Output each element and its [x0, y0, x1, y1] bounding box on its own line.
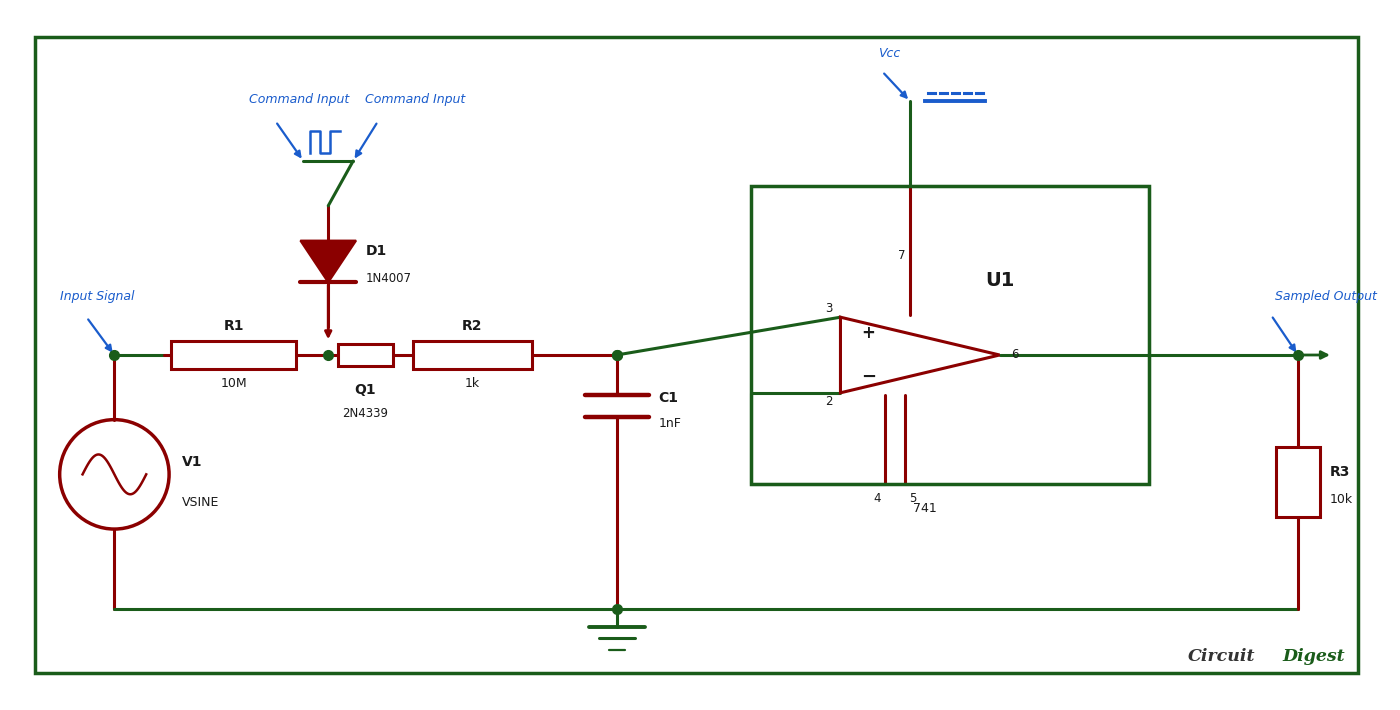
- Bar: [1277, 447, 1320, 517]
- Text: R2: R2: [462, 319, 483, 333]
- Text: 1k: 1k: [465, 377, 480, 390]
- Text: 5: 5: [909, 492, 917, 506]
- Text: R1: R1: [224, 319, 244, 333]
- Text: Input Signal: Input Signal: [60, 290, 134, 303]
- Text: 4: 4: [874, 492, 881, 506]
- Text: 741: 741: [913, 502, 937, 515]
- Text: 1N4007: 1N4007: [365, 272, 412, 285]
- Text: C1: C1: [658, 391, 679, 405]
- Text: Circuit: Circuit: [1187, 648, 1256, 665]
- Text: Vcc: Vcc: [878, 47, 900, 60]
- Bar: [339, 344, 393, 366]
- Text: −: −: [861, 368, 876, 386]
- Text: Command Input: Command Input: [249, 93, 349, 106]
- Text: Command Input: Command Input: [365, 93, 465, 106]
- Text: 3: 3: [825, 302, 833, 315]
- Text: 7: 7: [899, 249, 906, 263]
- Text: Q1: Q1: [354, 383, 377, 397]
- Text: 10k: 10k: [1330, 493, 1352, 506]
- Text: VSINE: VSINE: [182, 496, 220, 509]
- Polygon shape: [301, 241, 356, 283]
- Bar: [171, 341, 297, 369]
- Bar: [750, 186, 1149, 484]
- Text: 2: 2: [825, 395, 833, 408]
- Bar: [413, 341, 532, 369]
- Text: V1: V1: [182, 455, 203, 469]
- Text: Digest: Digest: [1282, 648, 1345, 665]
- Text: +: +: [861, 324, 875, 342]
- Text: 1nF: 1nF: [658, 417, 682, 430]
- Text: 6: 6: [1012, 349, 1019, 361]
- Text: R3: R3: [1330, 465, 1350, 479]
- Text: U1: U1: [986, 271, 1014, 290]
- Text: D1: D1: [365, 244, 388, 258]
- Text: 10M: 10M: [220, 377, 246, 390]
- Text: Sampled Output: Sampled Output: [1275, 290, 1378, 303]
- Text: 2N4339: 2N4339: [343, 407, 389, 420]
